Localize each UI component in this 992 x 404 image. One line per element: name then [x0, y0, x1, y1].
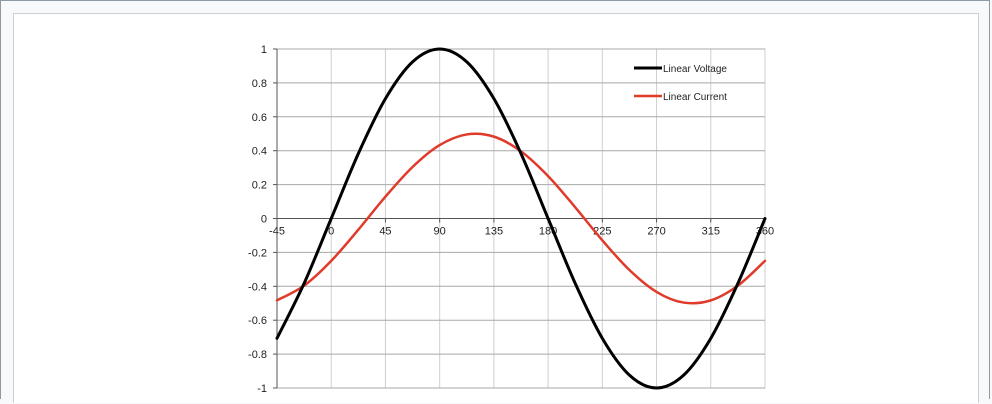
- series-lines: [275, 47, 767, 390]
- y-tick-label: 0: [261, 214, 267, 226]
- x-tick-label: 90: [434, 226, 446, 238]
- grid-lines: [276, 48, 766, 389]
- y-tick-label: -0.6: [248, 315, 267, 327]
- y-tick-label: 1: [261, 44, 267, 56]
- y-tick-label: 0.4: [252, 146, 267, 158]
- y-tick-labels: 1 0.8 0.6 0.4 0.2 0 -0.2 -0.4 -0.6 -0.8 -1: [248, 44, 267, 395]
- y-tick-label: 0.2: [252, 180, 267, 192]
- legend-label-linear-current: Linear Current: [663, 92, 727, 103]
- x-tick-label: 270: [647, 226, 665, 238]
- x-tick-label: 315: [702, 226, 720, 238]
- y-tick-label: 0.8: [252, 78, 267, 90]
- x-tick-label: -45: [269, 226, 285, 238]
- legend: Linear Voltage Linear Current: [634, 64, 727, 103]
- chart-panel: 1 0.8 0.6 0.4 0.2 0 -0.2 -0.4 -0.6 -0.8 -1 -45 0 45 9…: [13, 13, 979, 403]
- x-tick-labels: -45 0 45 90 135 180 225 270 315 360: [269, 226, 774, 238]
- axes: [273, 48, 766, 389]
- series-line-linear-voltage: [275, 47, 767, 390]
- x-tick-label: 0: [328, 226, 334, 238]
- y-tick-label: -0.8: [248, 349, 267, 361]
- y-tick-label: 0.6: [252, 112, 267, 124]
- y-tick-label: -0.2: [248, 247, 267, 259]
- x-tick-label: 135: [485, 226, 503, 238]
- x-tick-label: 45: [379, 226, 391, 238]
- line-chart: 10.80.60.40.20-0.2-0.4-0.6-0.8-1 -45 0 45 9…: [248, 44, 774, 395]
- y-tick-label: -0.4: [248, 281, 267, 293]
- y-tick-label: -1: [257, 383, 267, 395]
- legend-label-linear-voltage: Linear Voltage: [663, 64, 727, 75]
